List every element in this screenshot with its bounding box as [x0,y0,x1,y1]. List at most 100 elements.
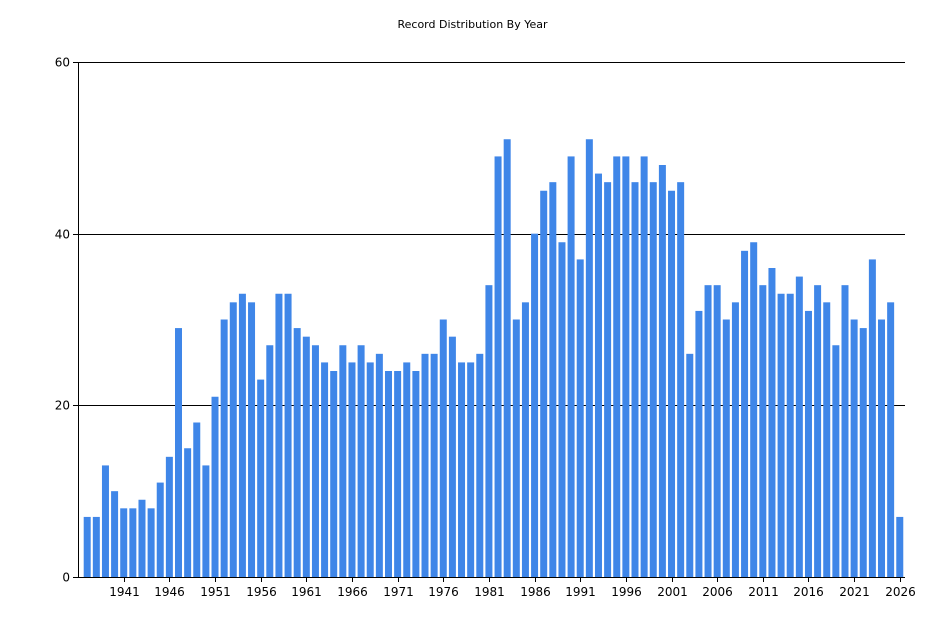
bar [412,371,420,577]
bar [878,319,886,577]
bar [357,345,365,577]
bar [403,362,411,577]
bar [111,491,119,577]
bar [567,156,575,578]
bar [887,302,895,577]
bar [777,293,785,577]
bar [540,190,548,577]
x-tick-label: 2021 [839,585,870,599]
bar [238,293,246,577]
bar [741,250,749,577]
bar [193,422,201,577]
bar [576,259,584,577]
bar [695,310,703,577]
bar [394,371,402,577]
bar [165,456,173,577]
bar [92,516,100,577]
bar [768,268,776,577]
x-tick-label: 1961 [291,585,322,599]
bar [549,182,557,578]
bar [302,336,310,577]
bar [686,353,694,577]
x-tick-label: 1986 [520,585,551,599]
bar [722,319,730,577]
bar [841,285,849,577]
x-tick-label: 1991 [565,585,596,599]
bar [284,293,292,577]
bar [713,285,721,577]
x-tick-label: 1996 [611,585,642,599]
bar [868,259,876,577]
bar [293,328,301,577]
labels-layer: 0 20 40 60 1941 1946 1951 1956 1961 1966 1971 1976 1… [55,56,916,600]
bar [485,285,493,577]
x-tick-label: 1966 [337,585,368,599]
bar [366,362,374,577]
bar [138,499,146,577]
bar [896,516,904,577]
x-tick-label: 2016 [793,585,824,599]
bar [823,302,831,577]
bar [622,156,630,578]
bar [521,302,529,577]
bar [558,242,566,577]
bar [859,328,867,577]
bar [257,379,265,577]
bar [339,345,347,577]
bar [384,371,392,577]
x-tick-label: 1956 [246,585,277,599]
chart-title: Record Distribution By Year [397,18,548,31]
x-tick-label: 1981 [474,585,505,599]
bar [631,182,639,578]
bar [211,396,219,577]
bar [220,319,228,577]
bar [348,362,356,577]
bar [503,139,511,577]
bar [677,182,685,578]
bar [613,156,621,578]
bar [832,345,840,577]
bar [512,319,520,577]
x-tick-label: 1976 [428,585,459,599]
x-tick-label: 2006 [702,585,733,599]
bar [275,293,283,577]
bar [640,156,648,578]
x-tick-label: 1941 [109,585,140,599]
bar [448,336,456,577]
bar [156,482,164,577]
bar [649,182,657,578]
bar [476,353,484,577]
bar [229,302,237,577]
bar [750,242,758,577]
bar [850,319,858,577]
bar [795,276,803,577]
bar [594,173,602,577]
bar [604,182,612,578]
bar [804,310,812,577]
y-tick-label: 0 [62,571,70,585]
bar [658,165,666,577]
bar [467,362,475,577]
bar [759,285,767,577]
bars-layer [83,139,904,578]
bar [704,285,712,577]
bar [129,508,137,577]
bar [184,448,192,577]
bar [439,319,447,577]
x-tick-label: 1946 [154,585,185,599]
bar [814,285,822,577]
bar [266,345,274,577]
bar [375,353,383,577]
bar [330,371,338,577]
bar [494,156,502,578]
bar [668,190,676,577]
bar [248,302,256,577]
bar [458,362,466,577]
bar [147,508,155,577]
x-tick-label: 2001 [657,585,688,599]
axes-layer [73,62,905,582]
bar [175,328,182,577]
x-tick-label: 2026 [885,585,916,599]
bar [321,362,329,577]
